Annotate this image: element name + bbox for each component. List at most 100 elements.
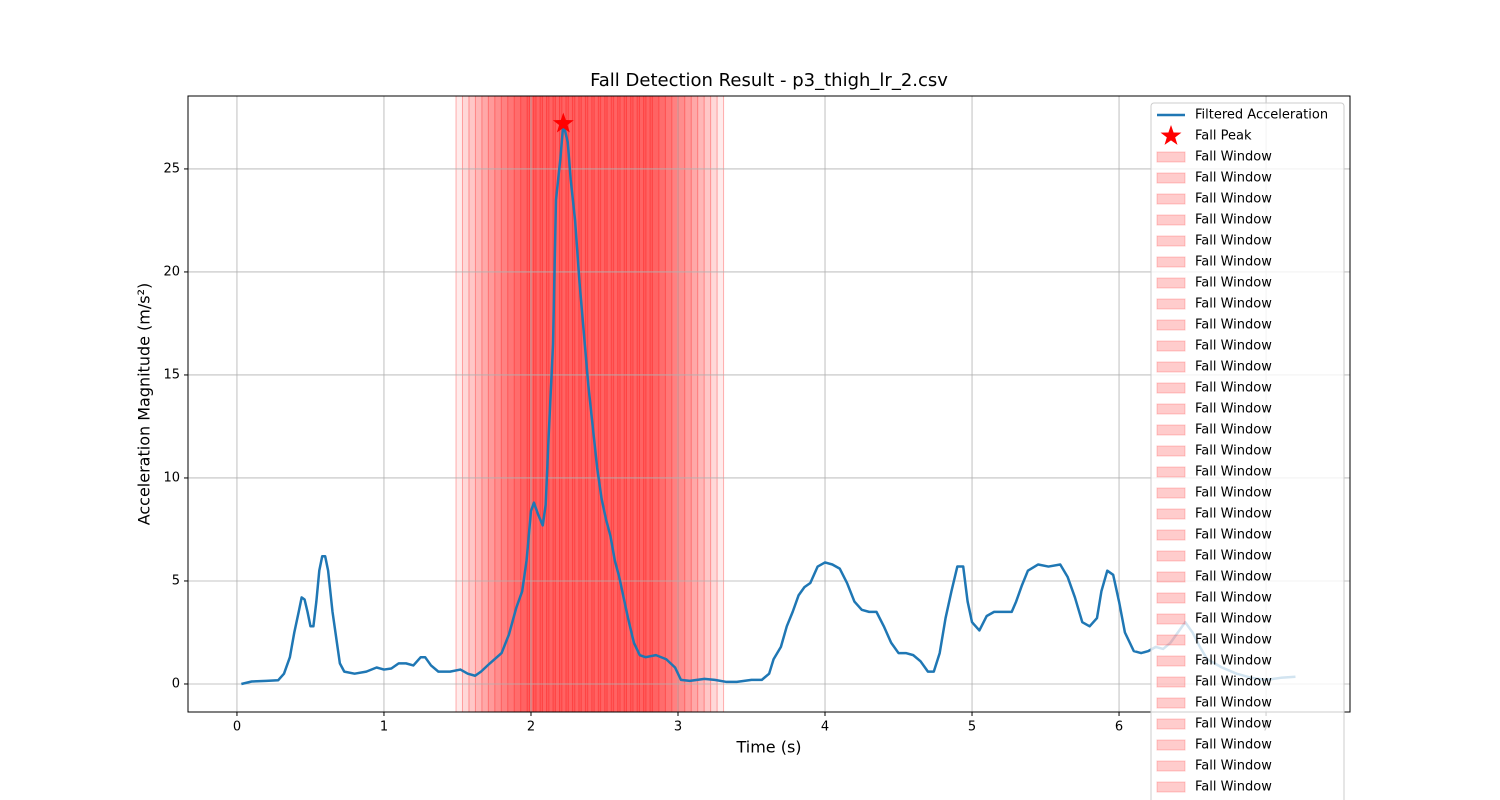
- legend-label: Fall Window: [1195, 360, 1272, 375]
- legend-label: Fall Window: [1195, 780, 1272, 795]
- legend-swatch: [1156, 676, 1186, 688]
- legend-label: Fall Window: [1195, 444, 1272, 459]
- legend-label: Fall Window: [1195, 276, 1272, 291]
- y-tick-label: 25: [163, 161, 180, 176]
- legend-label: Fall Window: [1195, 654, 1272, 669]
- y-tick-label: 0: [172, 676, 180, 691]
- fall-window: [539, 95, 615, 713]
- fall-window: [591, 95, 666, 713]
- legend-swatch: [1156, 781, 1186, 793]
- legend-swatch: [1156, 739, 1186, 751]
- legend-label: Fall Window: [1195, 171, 1272, 186]
- y-tick-label: 10: [163, 470, 180, 485]
- legend-box: [1150, 102, 1345, 800]
- legend-swatch: [1156, 214, 1186, 226]
- legend-swatch: [1156, 193, 1186, 205]
- legend-swatch: [1156, 718, 1186, 730]
- legend-label: Fall Window: [1195, 255, 1272, 270]
- legend-swatch: [1156, 466, 1186, 478]
- fall-window: [533, 95, 608, 713]
- legend-label: Fall Window: [1195, 570, 1272, 585]
- legend-swatch: [1156, 445, 1186, 457]
- fall-window: [526, 95, 602, 713]
- fall-window: [617, 95, 692, 713]
- fall-window: [584, 95, 660, 713]
- legend-label: Fall Window: [1195, 423, 1272, 438]
- legend-swatch: [1156, 172, 1186, 184]
- legend-label: Fall Window: [1195, 612, 1272, 627]
- legend-swatch: [1156, 235, 1186, 247]
- fall-window: [649, 95, 725, 713]
- legend-swatch: [1156, 382, 1186, 394]
- legend-label: Fall Window: [1195, 234, 1272, 249]
- legend-label: Fall Window: [1195, 213, 1272, 228]
- legend-label: Fall Window: [1195, 549, 1272, 564]
- fall-peak: [552, 112, 574, 133]
- legend-swatch: [1156, 550, 1186, 562]
- chart-title: Fall Detection Result - p3_thigh_lr_2.cs…: [590, 70, 948, 91]
- x-axis-label: Time (s): [735, 738, 801, 757]
- fall-window: [636, 95, 712, 713]
- legend-label: Fall Window: [1195, 318, 1272, 333]
- y-tick-label: 5: [172, 573, 180, 588]
- fall-window: [604, 95, 679, 713]
- fall-window: [507, 95, 582, 713]
- legend-swatch: [1156, 319, 1186, 331]
- legend-swatch: [1156, 277, 1186, 289]
- fall-window: [571, 95, 647, 713]
- legend-label: Fall Peak: [1195, 129, 1252, 144]
- legend-label: Fall Window: [1195, 150, 1272, 165]
- legend-label: Filtered Acceleration: [1195, 108, 1328, 123]
- legend-swatch: [1156, 298, 1186, 310]
- legend-swatch: [1156, 361, 1186, 373]
- y-axis-label: Acceleration Magnitude (m/s²): [135, 283, 154, 526]
- legend-label: Fall Window: [1195, 486, 1272, 501]
- fall-window: [597, 95, 673, 713]
- fall-window: [610, 95, 686, 713]
- legend-label: Fall Window: [1195, 759, 1272, 774]
- legend-star: [1160, 125, 1182, 145]
- legend-swatch: [1156, 655, 1186, 667]
- fall-window: [474, 95, 550, 713]
- x-tick-label: 2: [527, 720, 535, 735]
- legend-label: Fall Window: [1195, 465, 1272, 480]
- legend-label: Fall Window: [1195, 507, 1272, 522]
- line-series: [241, 122, 1296, 686]
- legend-swatch: [1156, 634, 1186, 646]
- legend-swatch: [1156, 424, 1186, 436]
- fall-window: [500, 95, 576, 713]
- fall-window: [630, 95, 705, 713]
- legend-swatch: [1156, 487, 1186, 499]
- legend-label: Fall Window: [1195, 381, 1272, 396]
- x-tick-label: 6: [1115, 720, 1123, 735]
- legend-swatch: [1156, 403, 1186, 415]
- legend-swatch: [1156, 256, 1186, 268]
- x-tick-label: 1: [380, 720, 388, 735]
- legend-label: Fall Window: [1195, 717, 1272, 732]
- legend-label: Fall Window: [1195, 675, 1272, 690]
- legend-swatch: [1156, 613, 1186, 625]
- y-tick-label: 15: [163, 367, 180, 382]
- legend-label: Fall Window: [1195, 528, 1272, 543]
- legend-label: Fall Window: [1195, 297, 1272, 312]
- fall-window: [455, 95, 531, 713]
- axes-frame: [187, 95, 1351, 713]
- legend-swatch: [1156, 760, 1186, 772]
- legend-swatch: [1156, 697, 1186, 709]
- legend-label: Fall Window: [1195, 402, 1272, 417]
- legend-label: Fall Window: [1195, 633, 1272, 648]
- x-tick-label: 0: [233, 720, 241, 735]
- legend-swatch: [1156, 529, 1186, 541]
- legend-label: Fall Window: [1195, 591, 1272, 606]
- y-tick-label: 20: [163, 264, 180, 279]
- x-tick-label: 3: [674, 720, 682, 735]
- legend-swatch: [1156, 151, 1186, 163]
- legend-swatch: [1156, 571, 1186, 583]
- legend: Filtered Acceleration Fall Peak Fall Windo…: [1150, 102, 1345, 800]
- legend-label: Fall Window: [1195, 192, 1272, 207]
- legend-label: Fall Window: [1195, 738, 1272, 753]
- legend-swatch: [1156, 340, 1186, 352]
- legend-label: Fall Window: [1195, 339, 1272, 354]
